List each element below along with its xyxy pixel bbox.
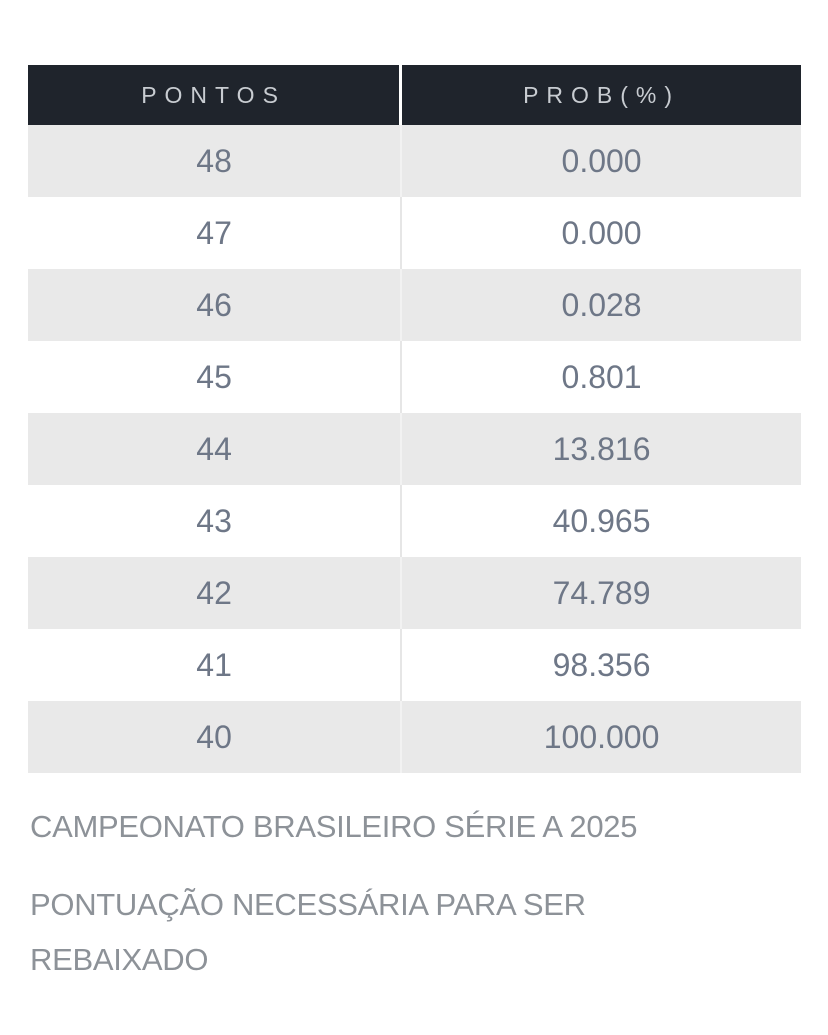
prob-cell: 74.789 bbox=[552, 574, 651, 611]
pontos-cell: 41 bbox=[28, 629, 403, 701]
prob-cell: 13.816 bbox=[552, 430, 651, 467]
pontos-cell: 40 bbox=[28, 701, 403, 773]
table-row: 40 100.000 bbox=[28, 701, 801, 773]
table-row: 48 0.000 bbox=[28, 125, 801, 197]
table-subtitle-line1: PONTUAÇÃO NECESSÁRIA PARA SER bbox=[30, 887, 586, 922]
table-row: 41 98.356 bbox=[28, 629, 801, 701]
prob-cell: 0.028 bbox=[561, 286, 642, 323]
pontos-cell: 45 bbox=[28, 341, 403, 413]
prob-cell: 40.965 bbox=[552, 502, 651, 539]
header-prob: PROB(%) bbox=[523, 81, 681, 108]
header-pontos: PONTOS bbox=[28, 65, 403, 125]
relegation-probability-table: PONTOS PROB(%) 48 0.000 47 0.000 46 0.02… bbox=[28, 65, 801, 773]
pontos-cell: 47 bbox=[28, 197, 403, 269]
table-row: 43 40.965 bbox=[28, 485, 801, 557]
pontos-cell: 44 bbox=[28, 413, 403, 485]
table-row: 42 74.789 bbox=[28, 557, 801, 629]
championship-title: CAMPEONATO BRASILEIRO SÉRIE A 2025 bbox=[30, 809, 638, 844]
prob-cell: 0.000 bbox=[561, 142, 642, 179]
prob-cell: 0.801 bbox=[561, 358, 642, 395]
prob-cell: 100.000 bbox=[543, 718, 660, 755]
pontos-cell: 48 bbox=[28, 125, 403, 197]
table-row: 47 0.000 bbox=[28, 197, 801, 269]
pontos-cell: 46 bbox=[28, 269, 403, 341]
table-row: 45 0.801 bbox=[28, 341, 801, 413]
table-row: 46 0.028 bbox=[28, 269, 801, 341]
table-header-row: PONTOS PROB(%) bbox=[28, 65, 801, 125]
pontos-cell: 42 bbox=[28, 557, 403, 629]
prob-cell: 98.356 bbox=[552, 646, 651, 683]
table-row: 44 13.816 bbox=[28, 413, 801, 485]
pontos-cell: 43 bbox=[28, 485, 403, 557]
table-subtitle-line2: REBAIXADO bbox=[30, 942, 209, 977]
prob-cell: 0.000 bbox=[561, 214, 642, 251]
